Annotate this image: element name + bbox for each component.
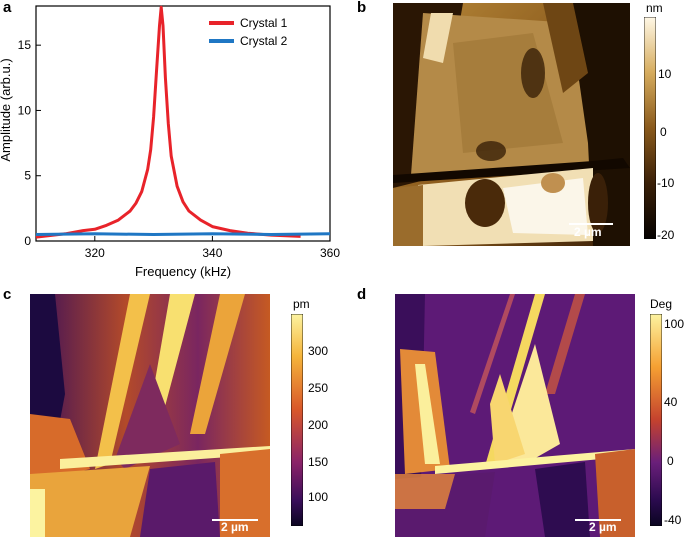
y-tick-label: 0 bbox=[24, 234, 31, 248]
scale-bar-label-d: 2 µm bbox=[589, 520, 617, 534]
y-tick-label: 10 bbox=[18, 103, 32, 117]
phase-image bbox=[395, 294, 635, 537]
colorbar-unit-d: Deg bbox=[650, 297, 673, 311]
amplitude-image bbox=[30, 294, 270, 537]
x-tick-label: 340 bbox=[202, 246, 222, 260]
series-line-crystal-2 bbox=[35, 232, 331, 236]
colorbar-d-tick: 0 bbox=[667, 454, 674, 468]
colorbar-unit-c: pm bbox=[293, 297, 310, 311]
panel-label-c: c bbox=[3, 286, 12, 303]
plot-frame bbox=[35, 5, 331, 242]
colorbar-c-tick: 300 bbox=[308, 344, 329, 358]
x-axis-label: Frequency (kHz) bbox=[135, 264, 231, 279]
legend-label-crystal-1: Crystal 1 bbox=[240, 16, 288, 30]
colorbar-d-tick: -40 bbox=[664, 513, 682, 527]
y-tick-label: 15 bbox=[18, 38, 32, 52]
colorbar-c-tick: 250 bbox=[308, 381, 329, 395]
x-tick-label: 360 bbox=[320, 246, 340, 260]
colorbar-d bbox=[650, 314, 662, 526]
series-line-crystal-1 bbox=[35, 5, 301, 239]
panel-label-d: d bbox=[357, 286, 367, 303]
scale-bar-label-c: 2 µm bbox=[221, 520, 249, 534]
colorbar-c-tick: 200 bbox=[308, 418, 329, 432]
colorbar-b bbox=[644, 17, 656, 239]
colorbar-d-tick: 100 bbox=[664, 317, 685, 331]
y-axis-label: Amplitude (arb.u.) bbox=[0, 58, 13, 161]
colorbar-b-tick: -20 bbox=[657, 228, 675, 242]
colorbar-c-tick: 100 bbox=[308, 490, 329, 504]
scale-bar-label-b: 2 µm bbox=[574, 225, 602, 239]
colorbar-b-tick: -10 bbox=[657, 176, 675, 190]
legend: Crystal 1 Crystal 2 bbox=[209, 16, 288, 48]
y-tick-label: 5 bbox=[24, 169, 31, 183]
legend-label-crystal-2: Crystal 2 bbox=[240, 34, 288, 48]
frequency-response-chart: 320 340 360 0 5 10 15 Frequency (kHz) Amplitud… bbox=[0, 5, 340, 279]
colorbar-d-tick: 40 bbox=[664, 395, 678, 409]
topography-image bbox=[393, 3, 630, 246]
colorbar-c bbox=[291, 314, 303, 526]
x-tick-label: 320 bbox=[85, 246, 105, 260]
panel-label-b: b bbox=[357, 0, 367, 16]
panel-label-a: a bbox=[3, 0, 12, 16]
colorbar-unit-b: nm bbox=[646, 1, 663, 15]
colorbar-b-tick: 0 bbox=[660, 125, 667, 139]
colorbar-c-tick: 150 bbox=[308, 455, 329, 469]
colorbar-b-tick: 10 bbox=[658, 67, 672, 81]
